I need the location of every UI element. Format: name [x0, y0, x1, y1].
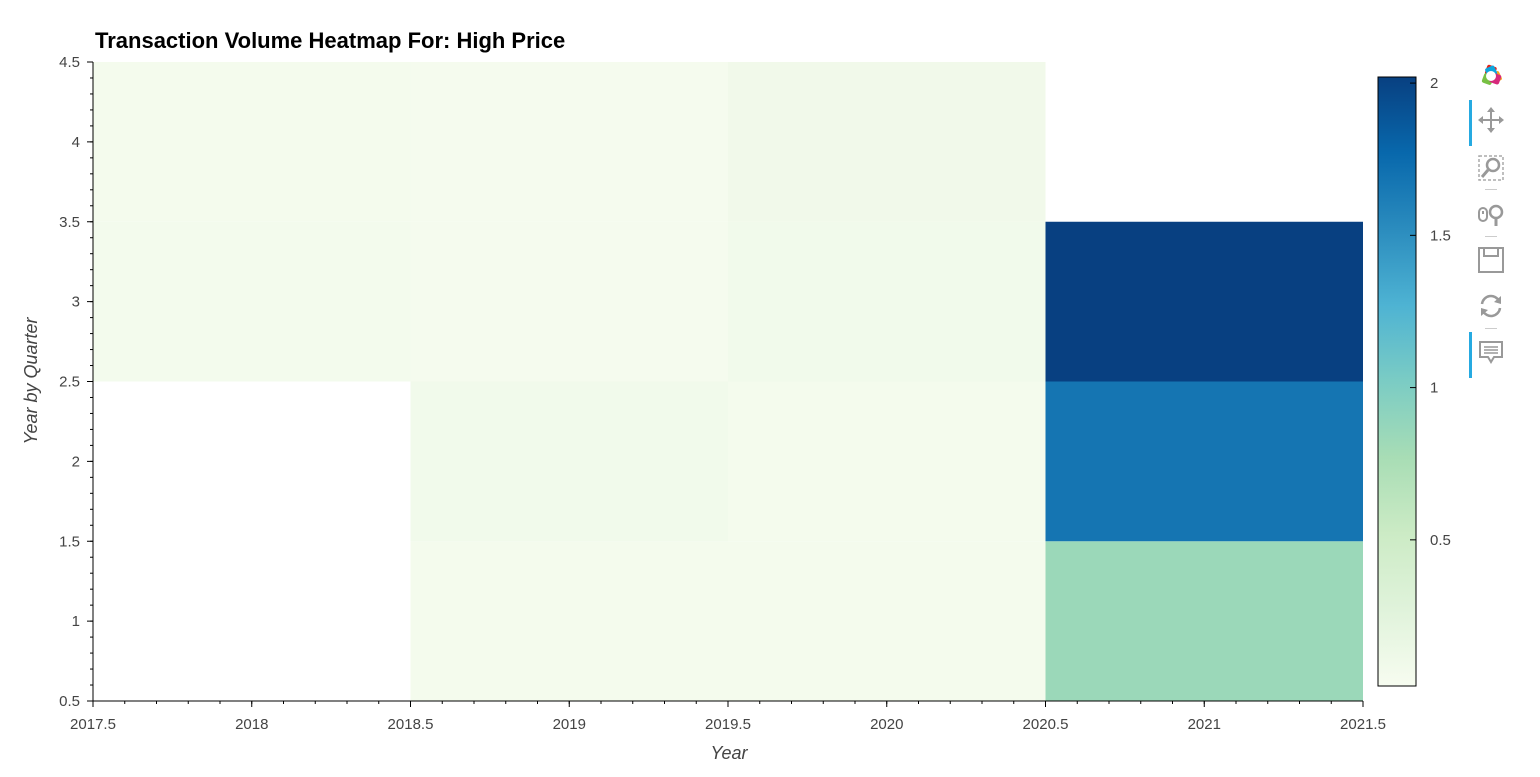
x-tick-label: 2020: [870, 716, 903, 733]
y-tick-label: 1.5: [59, 533, 80, 550]
x-tick-label: 2021.5: [1340, 716, 1386, 733]
heatmap-cell[interactable]: [410, 62, 729, 222]
x-tick-label: 2018: [235, 716, 268, 733]
x-tick-label: 2017.5: [70, 716, 116, 733]
heatmap-cell[interactable]: [1045, 381, 1364, 542]
y-tick-label: 4: [72, 134, 80, 151]
reset-icon: [1480, 294, 1502, 318]
chart-toolbar: [1466, 56, 1516, 386]
heatmap-cell[interactable]: [410, 221, 729, 382]
y-tick-label: 3.5: [59, 214, 80, 231]
save-icon: [1478, 247, 1504, 273]
x-tick-label: 2018.5: [388, 716, 434, 733]
pan-icon: [1478, 107, 1504, 133]
save-tool-button[interactable]: [1466, 240, 1516, 280]
heatmap-cell[interactable]: [410, 541, 729, 701]
heatmap-cell[interactable]: [410, 381, 729, 542]
y-tick-label: 1: [72, 613, 80, 630]
hover-tool-button[interactable]: [1466, 332, 1516, 378]
reset-tool-button[interactable]: [1466, 286, 1516, 326]
heatmap-cells: [93, 62, 1363, 701]
chart-title: Transaction Volume Heatmap For: High Pri…: [95, 28, 565, 53]
y-tick-label: 2.5: [59, 374, 80, 391]
y-axis-ticks: 0.5 1 1.5 2 2.5 3 3.5 4 4.5: [59, 54, 93, 710]
bokeh-logo[interactable]: [1466, 56, 1516, 96]
heatmap-cell[interactable]: [728, 221, 1046, 382]
y-tick-label: 4.5: [59, 54, 80, 71]
colorbar-tick-label: 1.5: [1430, 227, 1451, 244]
heatmap-cell[interactable]: [728, 541, 1046, 701]
heatmap-cell[interactable]: [93, 221, 411, 382]
x-tick-label: 2020.5: [1023, 716, 1069, 733]
y-tick-label: 0.5: [59, 693, 80, 710]
logo-icon: [1481, 64, 1502, 85]
wheel-zoom-tool-button[interactable]: [1466, 194, 1516, 234]
heatmap-cell[interactable]: [1045, 221, 1364, 382]
pan-tool-button[interactable]: [1466, 100, 1516, 146]
y-axis-title: Year by Quarter: [21, 316, 41, 444]
heatmap-cell[interactable]: [1045, 541, 1364, 701]
hover-icon: [1479, 341, 1503, 364]
colorbar-tick-label: 2: [1430, 75, 1438, 92]
x-tick-label: 2019.5: [705, 716, 751, 733]
colorbar-tick-label: 1: [1430, 380, 1438, 397]
colorbar-ticks: 0.5 1 1.5 2: [1410, 75, 1451, 549]
x-tick-label: 2021: [1188, 716, 1221, 733]
box-zoom-icon: [1478, 155, 1504, 181]
colorbar-tick-label: 0.5: [1430, 532, 1451, 549]
wheel-zoom-icon: [1478, 204, 1504, 226]
x-axis-ticks: 2017.5 2018 2018.5 2019 2019.5 2020 2020.5 2021…: [70, 701, 1386, 733]
heatmap-cell[interactable]: [728, 62, 1046, 222]
y-tick-label: 3: [72, 294, 80, 311]
heatmap-cell[interactable]: [728, 381, 1046, 542]
box-zoom-tool-button[interactable]: [1466, 148, 1516, 188]
x-tick-label: 2019: [553, 716, 586, 733]
heatmap-cell[interactable]: [93, 62, 411, 222]
x-axis-title: Year: [710, 743, 748, 763]
y-tick-label: 2: [72, 453, 80, 470]
colorbar: [1377, 76, 1417, 687]
